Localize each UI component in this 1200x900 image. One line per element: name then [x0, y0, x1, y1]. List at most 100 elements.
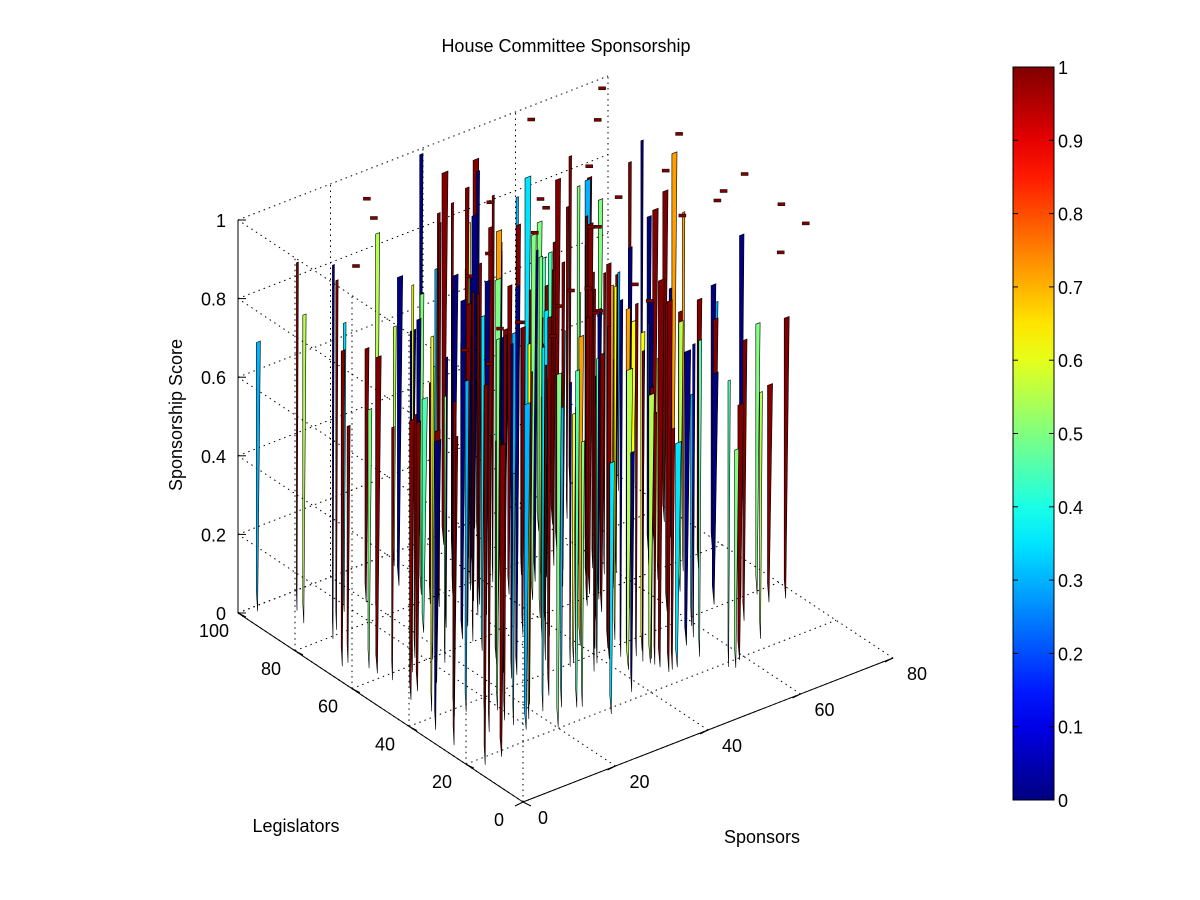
surface-ribbon — [667, 299, 673, 673]
surface-flag — [485, 251, 493, 256]
surface-ribbon — [441, 170, 449, 545]
surface-ribbon — [653, 411, 658, 665]
surface-ribbon — [296, 261, 299, 611]
surface-ribbon — [626, 367, 634, 670]
surface-ribbon — [755, 322, 761, 595]
y-tick-label: 100 — [199, 621, 229, 641]
x-tick-label: 0 — [538, 808, 548, 828]
colorbar-tick-label: 0.4 — [1058, 498, 1083, 518]
colorbar: 0 0.1 0.2 0.3 0.4 0.5 0.6 0.7 0.8 0.9 1 — [1012, 58, 1083, 811]
y-tick-mark — [408, 725, 418, 731]
colorbar-tick-label: 0 — [1058, 791, 1068, 811]
surface-flag — [719, 189, 728, 193]
surface-ribbon — [480, 315, 485, 651]
surface-ribbon — [727, 379, 731, 668]
surface-ribbon — [515, 285, 521, 676]
x-tick-label: 20 — [629, 772, 649, 792]
surface-ribbon — [496, 337, 501, 711]
surface-ribbon — [302, 313, 307, 624]
surface-flag — [614, 195, 623, 199]
colorbar-gradient — [1012, 66, 1055, 801]
surface-flag — [496, 326, 504, 331]
surface-flag — [594, 225, 602, 229]
surface-ribbon — [367, 408, 373, 669]
surface-ribbon — [464, 379, 470, 712]
z-tick-label: 1 — [216, 211, 226, 231]
surface-flag — [661, 168, 670, 173]
surface-ribbon — [499, 443, 506, 757]
surface-flag — [515, 320, 523, 325]
colorbar-tick-label: 0.9 — [1058, 131, 1083, 151]
surface-ribbon — [581, 440, 585, 707]
surface-flag — [531, 230, 539, 235]
surface-ribbons — [256, 86, 810, 765]
surface-ribbon — [552, 241, 557, 566]
axes-box — [237, 219, 894, 807]
surface-ribbon — [759, 391, 763, 639]
surface-ribbon — [684, 349, 692, 646]
surface-ribbon — [471, 291, 475, 642]
surface-flag — [675, 132, 683, 136]
surface-ribbon — [630, 450, 635, 692]
x-tick-mark — [792, 693, 801, 699]
z-tick-label: 0.8 — [201, 290, 226, 310]
y-axis-label: Legislators — [252, 816, 339, 836]
surface-ribbon — [692, 343, 696, 638]
x-tick-label: 80 — [907, 664, 927, 684]
grid-line — [237, 455, 524, 646]
y-tick-label: 80 — [261, 659, 281, 679]
surface-ribbon — [421, 396, 428, 633]
y-tick-label: 0 — [494, 810, 504, 830]
surface-ribbon — [575, 369, 580, 708]
y-tick-label: 40 — [375, 734, 395, 754]
colorbar-tick-label: 0.3 — [1058, 571, 1083, 591]
surface-ribbon — [391, 426, 395, 681]
surface-ribbon — [556, 372, 562, 727]
surface-ribbon — [585, 316, 591, 606]
x-tick-label: 60 — [814, 700, 834, 720]
surface-ribbon — [596, 357, 599, 664]
y-tick-mark — [237, 612, 247, 618]
grid-line — [237, 376, 524, 567]
z-tick-label: 0.6 — [201, 368, 226, 388]
surface-ribbon — [566, 205, 569, 519]
grid-line — [607, 468, 894, 659]
surface-flag — [542, 206, 550, 210]
surface-ribbon — [648, 392, 655, 664]
surface-ribbon — [675, 441, 682, 668]
colorbar-tick-label: 0.7 — [1058, 278, 1083, 298]
y-tick-label: 60 — [318, 697, 338, 717]
surface-ribbon — [340, 349, 346, 667]
y-tick-mark — [351, 688, 361, 694]
surface-ribbon — [547, 315, 552, 696]
x-axis-label: Sponsors — [724, 827, 800, 847]
surface-ribbon — [510, 343, 514, 679]
surface-ribbon — [335, 279, 339, 630]
colorbar-tick-label: 0.2 — [1058, 644, 1083, 664]
surface-ribbon — [682, 211, 686, 572]
surface-ribbon — [488, 434, 492, 733]
surface-flag — [584, 286, 592, 291]
grid-line — [422, 540, 709, 731]
surface-flag — [527, 117, 535, 122]
colorbar-tick-label: 0.1 — [1058, 718, 1083, 738]
surface-flag — [678, 213, 687, 218]
surface-ribbon — [737, 402, 744, 661]
surface-flag — [465, 274, 473, 279]
x-tick-label: 40 — [722, 736, 742, 756]
surface-flag — [802, 221, 810, 226]
surface-ribbon — [541, 346, 546, 712]
z-tick-label: 0.2 — [201, 525, 226, 545]
surface-ribbon — [560, 406, 565, 708]
surface-ribbon — [641, 350, 645, 662]
surface-ribbon — [256, 340, 261, 612]
surface-ribbon — [397, 275, 404, 586]
y-tick-mark — [522, 801, 532, 807]
surface-ribbon — [434, 440, 439, 730]
surface-flag — [587, 225, 595, 229]
surface-flag — [363, 196, 371, 201]
x-tick-mark — [607, 765, 616, 771]
surface-ribbon — [460, 298, 467, 640]
